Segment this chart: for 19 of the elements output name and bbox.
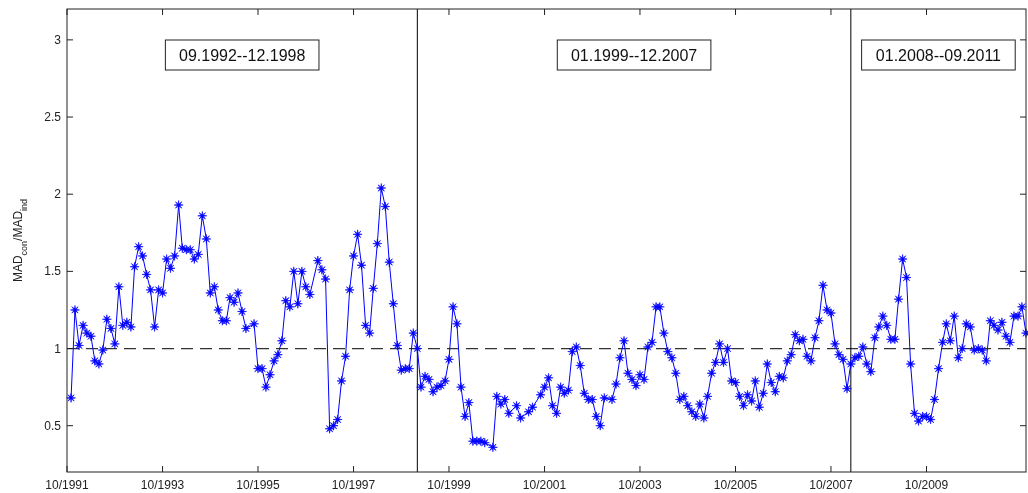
annotation: 01.2008--09.2011: [875, 47, 1002, 64]
y-tick-label: 1.5: [44, 264, 62, 279]
y-tick-label: 0.5: [44, 418, 62, 433]
annotation: 01.1999--12.2007: [570, 47, 698, 64]
annotation: 09.1992--12.1998: [179, 47, 306, 64]
x-tick-label: 10/1993: [140, 478, 185, 492]
x-tick-label: 10/2007: [809, 478, 853, 492]
x-tick-label: 10/1995: [236, 478, 280, 492]
x-tick-label: 10/1999: [427, 478, 471, 492]
x-tick-label: 10/1997: [331, 478, 376, 492]
x-tick-label: 10/2001: [522, 478, 567, 492]
x-tick-label: 10/2009: [904, 478, 949, 492]
y-tick-label: 3: [54, 32, 62, 47]
y-tick-label: 1: [54, 341, 62, 356]
y-tick-label: 2: [54, 187, 62, 202]
x-tick-label: 10/2003: [618, 478, 662, 492]
y-tick-label: 2.5: [44, 110, 62, 125]
x-tick-label: 10/2005: [713, 478, 758, 492]
x-tick-label: 10/1991: [45, 478, 90, 492]
